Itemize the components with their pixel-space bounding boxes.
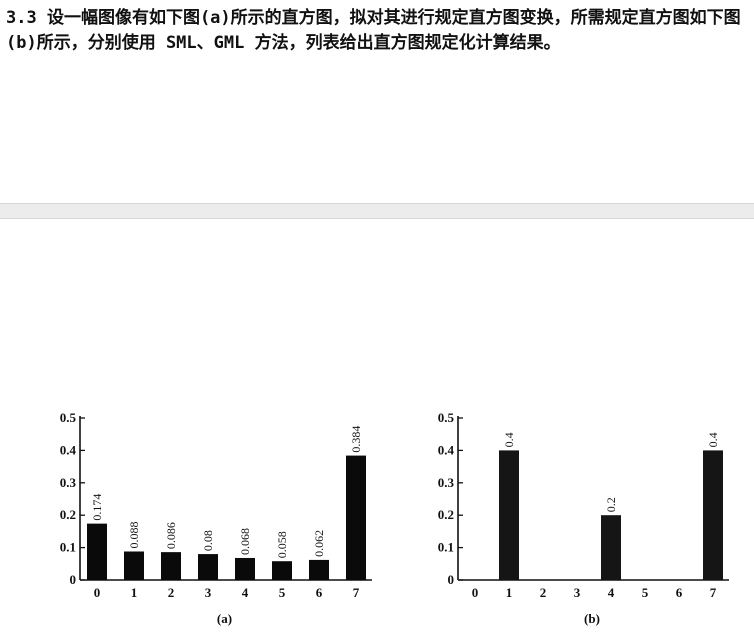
bar-value-label-b-7: 0.4 [706, 432, 720, 447]
bar-a-4 [235, 557, 255, 580]
x-tick-label-b-6: 6 [676, 585, 683, 600]
bar-b-7 [703, 450, 723, 580]
bar-a-6 [309, 559, 329, 580]
x-tick-label-b-2: 2 [540, 585, 547, 600]
y-tick-label-b-1: 0.1 [438, 540, 454, 555]
x-tick-label-b-4: 4 [608, 585, 615, 600]
y-tick-label-b-4: 0.4 [438, 442, 455, 457]
bar-value-label-a-2: 0.086 [164, 522, 178, 549]
x-tick-label-a-6: 6 [316, 585, 323, 600]
y-tick-label-a-0: 0 [70, 572, 77, 587]
bar-b-4 [601, 515, 621, 580]
y-tick-label-b-0: 0 [448, 572, 455, 587]
x-tick-label-a-5: 5 [279, 585, 286, 600]
bar-a-7 [346, 455, 366, 580]
y-tick-label-a-5: 0.5 [60, 410, 77, 425]
bar-a-0 [87, 523, 107, 580]
bar-value-label-a-4: 0.068 [238, 528, 252, 555]
x-tick-label-a-1: 1 [131, 585, 138, 600]
y-tick-label-a-2: 0.2 [60, 507, 76, 522]
bar-a-2 [161, 552, 181, 580]
y-tick-label-a-1: 0.1 [60, 540, 76, 555]
x-tick-label-b-0: 0 [472, 585, 479, 600]
bar-a-3 [198, 554, 218, 580]
x-tick-label-a-2: 2 [168, 585, 175, 600]
x-tick-label-b-1: 1 [506, 585, 513, 600]
bar-value-label-a-0: 0.174 [90, 494, 104, 521]
page-separator [0, 203, 754, 219]
bar-value-label-a-3: 0.08 [201, 530, 215, 551]
chart-caption-a: (a) [217, 611, 232, 626]
x-tick-label-b-5: 5 [642, 585, 649, 600]
x-tick-label-b-3: 3 [574, 585, 581, 600]
bar-a-5 [272, 561, 292, 580]
question-text: 3.3 设一幅图像有如下图(a)所示的直方图，拟对其进行规定直方图变换，所需规定… [6, 8, 741, 53]
bar-value-label-a-1: 0.088 [127, 521, 141, 548]
y-tick-label-b-2: 0.2 [438, 507, 454, 522]
bar-a-1 [124, 551, 144, 580]
y-tick-label-a-3: 0.3 [60, 475, 77, 490]
y-tick-label-a-4: 0.4 [60, 442, 77, 457]
y-tick-label-b-3: 0.3 [438, 475, 455, 490]
bar-b-1 [499, 450, 519, 580]
bar-value-label-a-7: 0.384 [349, 426, 363, 453]
bar-value-label-a-5: 0.058 [275, 531, 289, 558]
x-tick-label-a-0: 0 [94, 585, 101, 600]
x-tick-label-a-3: 3 [205, 585, 212, 600]
bar-value-label-b-4: 0.2 [604, 497, 618, 512]
bar-value-label-a-6: 0.062 [312, 530, 326, 557]
x-tick-label-a-7: 7 [353, 585, 360, 600]
x-tick-label-b-7: 7 [710, 585, 717, 600]
chart-caption-b: (b) [584, 611, 600, 626]
x-tick-label-a-4: 4 [242, 585, 249, 600]
bar-value-label-b-1: 0.4 [502, 432, 516, 447]
y-tick-label-b-5: 0.5 [438, 410, 455, 425]
